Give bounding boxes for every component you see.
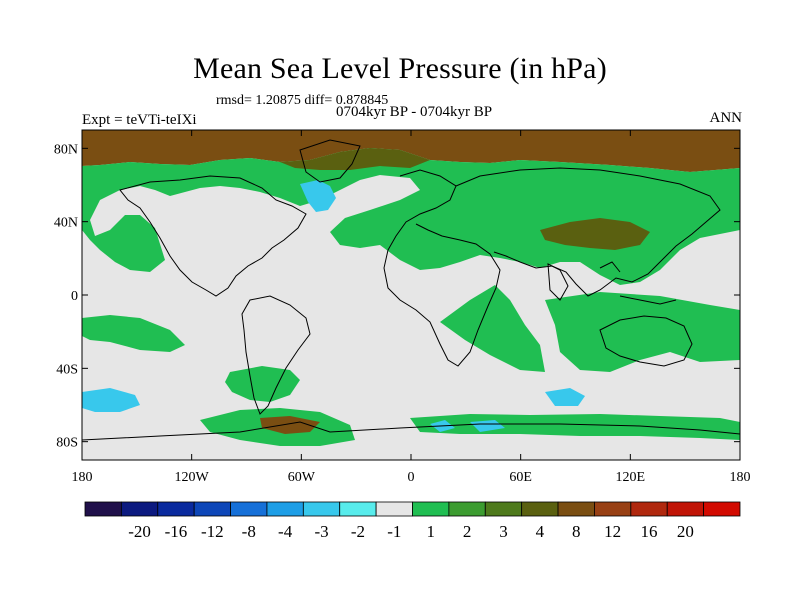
lon-tick-label: 60W [288,470,316,485]
map-title: Mean Sea Level Pressure (in hPa) [193,52,607,85]
northern-positive-region [82,148,740,285]
south-pacific-positive-region [82,315,185,352]
colorbar-label: -1 [387,522,401,541]
colorbar-label: 2 [463,522,472,541]
colorbar-swatch [666,501,705,517]
colorbar-swatch [484,501,523,517]
colorbar-label: 4 [536,522,545,541]
indian-ocean-positive-region [545,292,740,372]
southern-ocean-positive-region [225,366,300,402]
antarctic-negative-region-2 [470,420,505,432]
latitude-ticks: 80N 40N 0 40S 80S [54,142,740,451]
north-atlantic-negative-region [300,180,336,212]
colorbar-swatch [339,501,377,517]
antarctic-brown-region [260,416,320,434]
colorbar-label: -12 [201,522,224,541]
season-label: ANN [709,110,743,126]
colorbar-swatch [412,501,450,517]
experiment-label: Expt = teVTi-teIXi [82,112,197,128]
map-subtitle: 0704kyr BP - 0704kyr BP [335,104,493,120]
colorbar-swatch [157,501,195,517]
colorbar-label: 12 [604,522,621,541]
lon-tick-label: 180 [730,470,751,485]
colorbar-labels: -20 -16 -12 -8 -4 -3 -2 -1 1 2 3 4 8 12 16 20 [128,522,694,541]
colorbar-swatch [521,501,559,517]
stats-text: rmsd= 1.20875 diff= 0.878845 [216,93,389,108]
asia-positive-region [540,218,650,250]
colorbar-swatch [302,501,341,517]
coastlines [82,139,740,441]
lat-tick-label: 80S [56,436,78,451]
colorbar-label: -20 [128,522,151,541]
colorbar-label: 20 [677,522,694,541]
colorbar-swatch [594,501,632,517]
colorbar-swatch [630,501,668,517]
colorbar-swatch [266,501,304,517]
lon-tick-label: 120E [616,470,646,485]
colorbar-label: -4 [278,522,293,541]
south-pacific-negative-region [82,388,140,412]
lon-tick-label: 180 [72,470,93,485]
colorbar-label: 16 [641,522,658,541]
colorbar-label: 3 [499,522,508,541]
colorbar-swatch [84,501,122,517]
colorbar-swatch [230,501,268,517]
lon-tick-label: 120W [175,470,210,485]
arctic-positive-region [82,130,740,172]
indian-ocean-negative-region [545,388,585,406]
colorbar-swatch [120,501,159,517]
colorbar-swatch [193,501,231,517]
colorbar-swatch [448,501,486,517]
colorbar [84,501,741,517]
colorbar-label: 8 [572,522,581,541]
colorbar-label: -3 [314,522,328,541]
colorbar-label: -8 [242,522,256,541]
lat-tick-label: 0 [71,289,78,304]
lat-tick-label: 40N [54,216,78,231]
south-atlantic-positive-region [440,285,545,372]
lat-tick-label: 40S [56,362,78,377]
longitude-ticks: 180 120W 60W 0 60E 120E 180 [72,130,751,485]
map-field [82,130,740,460]
colorbar-swatch [557,501,595,517]
colorbar-label: -2 [351,522,365,541]
lat-tick-label: 80N [54,142,78,157]
colorbar-swatch [375,501,413,517]
colorbar-label: 1 [426,522,435,541]
lon-tick-label: 0 [408,470,415,485]
lon-tick-label: 60E [509,470,532,485]
colorbar-label: -16 [165,522,188,541]
colorbar-swatch [703,501,741,517]
arctic-olive-region [280,148,430,170]
